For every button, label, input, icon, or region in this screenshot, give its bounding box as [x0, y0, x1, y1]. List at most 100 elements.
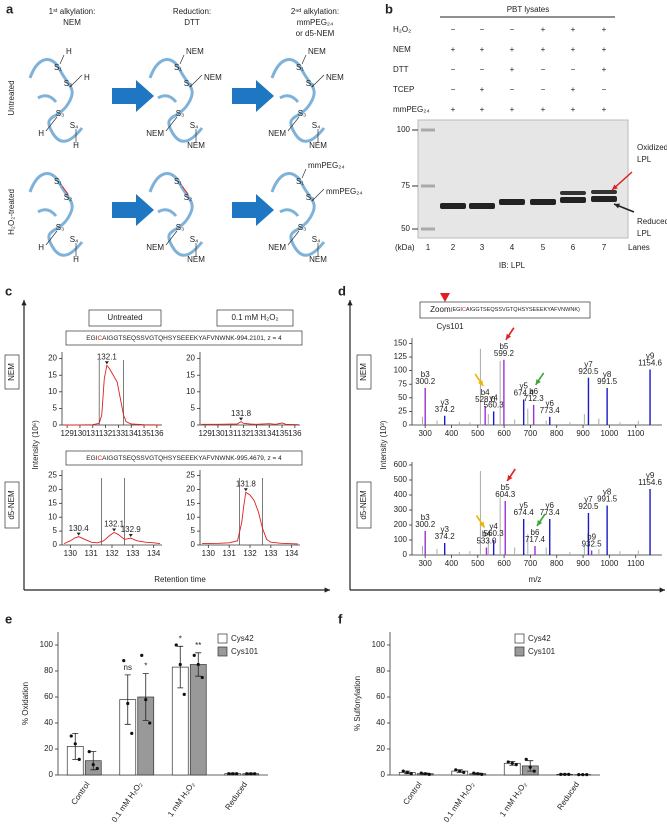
mz-label: 932.5 — [582, 540, 603, 549]
condition-sign: − — [510, 25, 515, 34]
data-point — [563, 772, 567, 776]
zoom-sequence-part: (EGI — [451, 307, 463, 313]
mz-label: 773.4 — [540, 508, 561, 517]
y-tick-label: 80 — [376, 666, 385, 675]
lane-number: 6 — [571, 243, 576, 252]
condition-sign: + — [510, 65, 515, 74]
ion-label: y3 — [440, 398, 449, 407]
legend-swatch — [514, 646, 525, 657]
x-tick-label: 130 — [202, 549, 216, 558]
sulfur-label: S₃ — [176, 223, 185, 232]
x-tick-label: 500 — [471, 559, 485, 568]
ion-label: y4 — [489, 394, 498, 403]
x-tick-label: 400 — [445, 429, 459, 438]
step-header: 1ˢᵗ alkylation: — [49, 7, 96, 16]
data-point — [528, 765, 532, 769]
legend-swatch — [217, 633, 228, 644]
chromatogram — [63, 531, 160, 545]
adduct-label: NEM — [204, 73, 222, 82]
row-label: NEM — [7, 363, 16, 381]
peak-label: 132.1 — [104, 520, 125, 529]
condition-sign: + — [602, 105, 607, 114]
ladder-band — [421, 227, 435, 231]
data-point — [567, 772, 571, 776]
data-point — [458, 769, 462, 773]
panel-label: e — [5, 611, 12, 626]
y-tick-label: 100 — [372, 640, 386, 649]
adduct-label: H — [66, 47, 72, 56]
x-tick-label: 900 — [576, 429, 590, 438]
mz-label: 300.2 — [415, 377, 436, 386]
panel-label: b — [385, 1, 393, 16]
step-arrow — [232, 194, 274, 226]
x-tick-label: 1 mM H₂O₂ — [166, 780, 197, 818]
label-box — [4, 354, 20, 390]
label-box — [356, 481, 372, 529]
sulfur-label: S₃ — [176, 109, 185, 118]
ion-label: b5 — [499, 342, 508, 351]
arrow-head — [537, 520, 543, 526]
adduct-bond — [69, 74, 83, 88]
error-bar — [124, 674, 131, 725]
peptide-part: EGI — [86, 335, 97, 342]
data-point — [174, 643, 178, 647]
marker-label: 50 — [401, 224, 410, 233]
data-point — [510, 761, 514, 765]
x-tick-label: 133 — [126, 549, 140, 558]
condition-label: DTT — [393, 65, 409, 74]
sulfur-label: S₁ — [174, 177, 182, 186]
legend-label: Cys42 — [231, 634, 254, 643]
legend-label: Cys42 — [528, 634, 551, 643]
sulfur-label: S₁ — [174, 63, 182, 72]
gel-band — [591, 196, 617, 202]
x-tick-label: 130 — [73, 429, 87, 438]
mz-label: 560.3 — [484, 529, 505, 538]
mz-label: 604.3 — [495, 490, 516, 499]
step-header: or d5-NEM — [296, 29, 335, 38]
step-header: 2ⁿᵈ alkylation: — [291, 7, 339, 16]
panel-label: c — [5, 283, 12, 298]
sulfur-label: S₄ — [190, 121, 199, 130]
reduced-label: Reduced — [637, 217, 667, 226]
y-tick-label: 50 — [398, 393, 407, 402]
ion-label: y9 — [646, 352, 655, 361]
y-tick-label: 100 — [40, 640, 54, 649]
y-tick-label: 20 — [48, 354, 57, 363]
x-tick-label: 900 — [576, 559, 590, 568]
adduct-label: NEM — [268, 243, 286, 252]
condition-sign: + — [602, 65, 607, 74]
legend-label: Cys101 — [528, 647, 556, 656]
blot-title: PBT lysates — [507, 5, 550, 14]
step-arrow — [112, 194, 154, 226]
adduct-bond — [165, 116, 178, 132]
x-tick-label: 134 — [147, 549, 161, 558]
row-label: H₂O₂-treated — [7, 189, 16, 235]
condition-sign: − — [602, 85, 607, 94]
condition-sign: + — [480, 85, 485, 94]
legend-swatch — [217, 646, 228, 657]
data-point — [148, 721, 152, 725]
x-tick-label: 0.1 mM H₂O₂ — [110, 780, 144, 824]
adduct-label: NEM — [326, 73, 344, 82]
y-tick-label: 15 — [186, 370, 195, 379]
x-tick-label: 1000 — [600, 429, 618, 438]
y-axis-title: Intensity (10⁶) — [31, 420, 40, 470]
gel-band — [440, 203, 466, 209]
ion-label: y5 — [519, 501, 528, 510]
y-tick-label: 75 — [398, 379, 407, 388]
data-point — [581, 773, 585, 777]
mz-label: 1154.6 — [638, 478, 662, 487]
x-tick-label: 700 — [524, 559, 538, 568]
panel-label: d — [338, 283, 346, 298]
legend-swatch — [514, 633, 525, 644]
arrow-head — [324, 587, 330, 593]
adduct-label: H — [73, 255, 79, 264]
data-point — [126, 701, 130, 706]
condition-sign: + — [571, 25, 576, 34]
arrow-head — [347, 300, 353, 306]
legend-label: Cys101 — [231, 647, 259, 656]
data-point — [409, 772, 413, 776]
ladder-band — [421, 184, 435, 188]
mz-label: 991.5 — [597, 377, 618, 386]
mz-label: 717.4 — [525, 535, 546, 544]
